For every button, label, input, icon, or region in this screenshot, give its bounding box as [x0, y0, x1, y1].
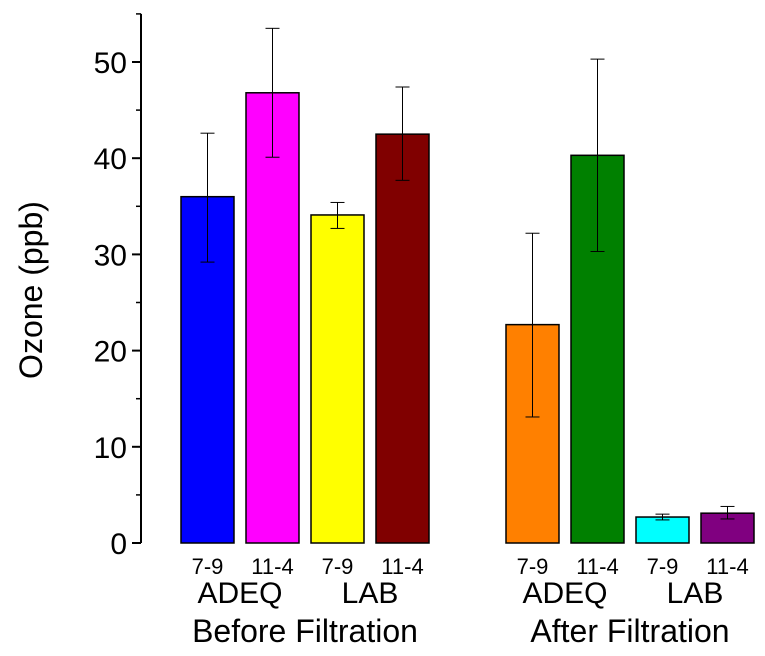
y-tick-label: 40	[94, 143, 127, 176]
category-label: 7-9	[647, 554, 679, 579]
category-label: 11-4	[706, 554, 748, 579]
bar	[700, 512, 755, 544]
category-label: 7-9	[517, 554, 549, 579]
group-label: LAB	[342, 577, 399, 610]
bars-layer	[180, 92, 755, 544]
y-tick-label: 30	[94, 239, 127, 272]
bar	[635, 516, 690, 544]
y-tick-label: 20	[94, 336, 127, 369]
error-bar	[265, 27, 280, 158]
category-label: 11-4	[251, 554, 293, 579]
error-bars-layer	[200, 27, 735, 521]
category-label: 7-9	[192, 554, 224, 579]
group-label: ADEQ	[197, 577, 282, 610]
category-label: 7-9	[322, 554, 354, 579]
bar	[310, 214, 365, 544]
group-label: ADEQ	[522, 577, 607, 610]
error-bar	[330, 201, 345, 229]
category-label: 11-4	[576, 554, 618, 579]
bar	[245, 92, 300, 544]
group-label: LAB	[667, 577, 724, 610]
error-bar	[655, 513, 670, 521]
section-labels: Before Filtration After Filtration	[192, 613, 730, 649]
y-tick-label: 50	[94, 47, 127, 80]
bar	[375, 133, 430, 544]
error-bar	[395, 86, 410, 181]
section-label: After Filtration	[530, 613, 729, 649]
category-label: 11-4	[381, 554, 423, 579]
category-labels: 7-9 11-4 7-9 11-4 7-9 11-4 7-9 11-4	[192, 554, 749, 579]
error-bar	[720, 505, 735, 520]
group-labels: ADEQ LAB ADEQ LAB	[197, 577, 723, 610]
error-bar	[200, 132, 215, 263]
y-tick-label: 0	[110, 528, 127, 561]
error-bar	[525, 232, 540, 418]
error-bar	[590, 58, 605, 253]
y-axis-label: Ozone (ppb)	[13, 201, 49, 379]
y-axis: 0 10 20 30 40 50	[94, 13, 142, 561]
section-label: Before Filtration	[192, 613, 418, 649]
y-tick-label: 10	[94, 432, 127, 465]
